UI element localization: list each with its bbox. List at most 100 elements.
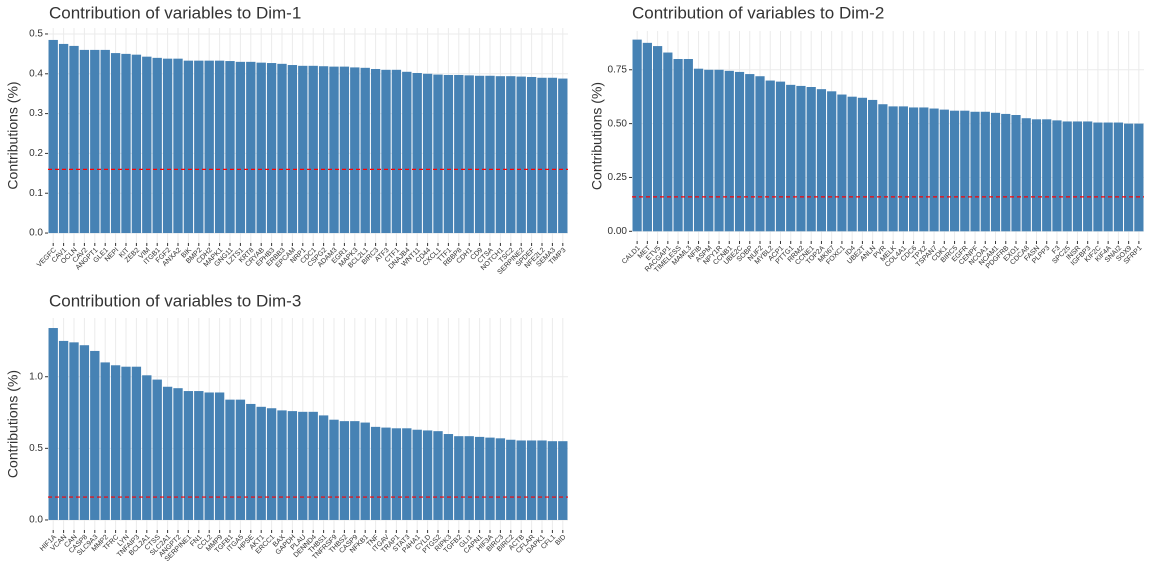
chart-title: Contribution of variables to Dim-2: [632, 3, 884, 22]
bar: [121, 53, 131, 234]
bar: [339, 421, 350, 520]
bar: [256, 62, 266, 234]
bar: [225, 61, 235, 234]
bar: [329, 66, 339, 234]
bar: [204, 60, 214, 234]
bar: [225, 399, 235, 520]
bar: [298, 411, 308, 520]
y-tick-label: 0.0: [29, 228, 43, 239]
bar: [495, 76, 506, 234]
bar: [422, 430, 433, 520]
chart-title: Contribution of variables to Dim-1: [49, 3, 301, 22]
bar: [929, 108, 939, 232]
bar: [919, 107, 929, 232]
bar: [443, 74, 454, 234]
bar: [110, 365, 121, 520]
bar: [474, 75, 485, 234]
bar: [391, 69, 402, 234]
bar: [847, 96, 857, 232]
bar: [816, 89, 827, 232]
bar: [1093, 122, 1103, 232]
bar: [1124, 123, 1134, 232]
panel: Contribution of variables to Dim-3 Contri…: [5, 291, 568, 563]
bar: [485, 75, 495, 234]
bar: [1062, 121, 1072, 232]
bar: [868, 99, 878, 232]
bar: [391, 428, 402, 520]
bar: [980, 111, 990, 232]
bar: [516, 440, 526, 520]
bar: [235, 399, 246, 520]
bar: [1021, 118, 1031, 232]
bar: [693, 68, 704, 232]
bar: [256, 406, 266, 520]
bar: [48, 39, 58, 234]
bar: [298, 65, 308, 234]
bar: [642, 42, 652, 232]
bar: [381, 69, 391, 234]
bar: [69, 342, 79, 520]
bar: [1072, 121, 1083, 232]
bar: [547, 441, 558, 520]
bar: [443, 434, 454, 520]
bar: [663, 52, 673, 232]
bar: [183, 60, 194, 234]
bar: [454, 436, 464, 520]
bar: [673, 59, 683, 232]
bar: [162, 58, 173, 234]
bar: [194, 391, 204, 520]
bar: [949, 110, 960, 232]
bar: [990, 112, 1001, 232]
bar: [464, 436, 474, 520]
bar: [1103, 122, 1113, 232]
bar: [287, 65, 298, 234]
y-axis-label: Contributions (%): [5, 81, 21, 189]
bar: [888, 106, 898, 232]
y-tick-label: 0.50: [608, 118, 628, 129]
bar: [360, 422, 370, 520]
bar: [683, 59, 693, 232]
bar: [308, 411, 318, 520]
bar: [1001, 113, 1011, 232]
bar: [755, 76, 765, 232]
bar: [878, 104, 888, 232]
bar: [370, 426, 381, 520]
panel: Contribution of variables to Dim-1 Contri…: [5, 3, 568, 276]
bar: [100, 49, 110, 234]
bar: [1113, 122, 1124, 232]
bar: [329, 419, 339, 520]
y-tick-label: 0.75: [608, 64, 628, 75]
bar: [246, 61, 256, 234]
bar: [277, 63, 287, 234]
bar: [970, 111, 980, 232]
y-tick-label: 1.0: [29, 371, 43, 382]
bar: [308, 65, 318, 234]
bar: [837, 94, 847, 232]
bar: [370, 69, 381, 234]
bar: [90, 350, 100, 520]
bar: [339, 66, 350, 234]
bar: [632, 39, 642, 232]
bar: [318, 66, 329, 234]
bar: [287, 411, 298, 520]
bar: [454, 74, 464, 234]
y-tick-label: 0.4: [29, 68, 43, 79]
bar: [422, 73, 433, 234]
bar: [516, 76, 526, 234]
bar: [402, 428, 412, 520]
bar: [908, 107, 919, 232]
bar: [745, 74, 755, 232]
bar: [1011, 115, 1021, 232]
panel: Contribution of variables to Dim-2 Contri…: [589, 3, 1144, 274]
y-tick-label: 0.3: [29, 108, 43, 119]
bar: [79, 49, 90, 234]
bar: [1134, 123, 1144, 232]
y-tick-label: 0.1: [29, 188, 43, 199]
bar: [939, 109, 949, 232]
bar: [537, 440, 547, 520]
bar: [796, 85, 806, 232]
bar: [1042, 119, 1052, 232]
bar: [121, 366, 131, 520]
bar: [734, 71, 745, 232]
